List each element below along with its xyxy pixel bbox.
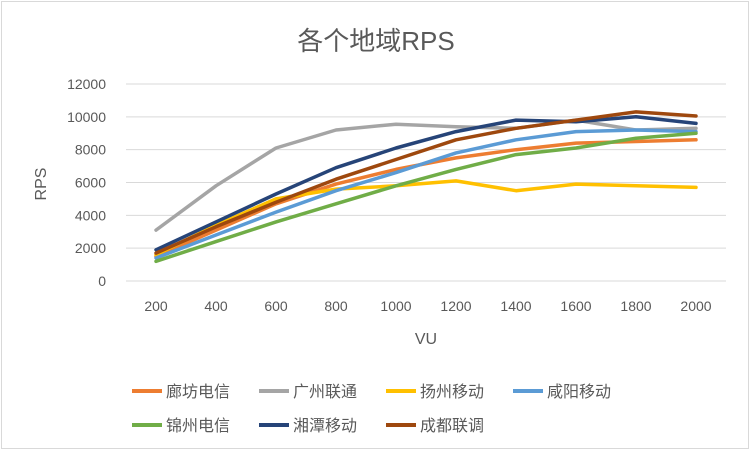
legend-item: 湘潭移动 <box>259 417 357 435</box>
series-line-2 <box>154 179 698 257</box>
y-tick-labels: 0 2000 4000 6000 8000 10000 12000 <box>67 76 106 289</box>
x-tick-labels: 200 400 600 800 1000 1200 1400 1600 1800 2000 <box>144 298 711 314</box>
legend-item: 锦州电信 <box>132 417 230 435</box>
series-lines <box>154 110 698 264</box>
x-tick-label: 600 <box>264 298 288 314</box>
legend-item: 廊坊电信 <box>132 383 230 401</box>
legend-label: 廊坊电信 <box>166 383 230 401</box>
legend-item: 广州联通 <box>259 383 357 401</box>
y-tick-label: 6000 <box>75 175 106 191</box>
series-line-5 <box>154 115 698 252</box>
x-tick-label: 200 <box>144 298 168 314</box>
x-tick-label: 1800 <box>620 298 651 314</box>
legend-item: 咸阳移动 <box>513 383 611 401</box>
x-tick-label: 2000 <box>680 298 711 314</box>
y-tick-label: 8000 <box>75 142 106 158</box>
x-axis-label: VU <box>415 331 437 348</box>
y-tick-label: 2000 <box>75 240 106 256</box>
legend-label: 广州联通 <box>293 383 357 401</box>
legend-label: 湘潭移动 <box>293 417 357 435</box>
legend-item: 扬州移动 <box>386 383 484 401</box>
y-tick-label: 10000 <box>67 109 106 125</box>
legend-label: 扬州移动 <box>420 383 484 401</box>
x-tick-label: 1600 <box>560 298 591 314</box>
y-tick-label: 12000 <box>67 76 106 92</box>
series-line-1 <box>154 118 698 232</box>
x-tick-label: 800 <box>324 298 348 314</box>
series-line-6 <box>154 110 698 255</box>
legend-label: 成都联调 <box>420 417 484 435</box>
legend-item: 成都联调 <box>386 417 484 435</box>
series-line-4 <box>154 131 698 264</box>
y-tick-label: 0 <box>98 273 106 289</box>
x-tick-label: 1400 <box>500 298 531 314</box>
legend-label: 咸阳移动 <box>547 383 611 401</box>
x-tick-label: 400 <box>204 298 228 314</box>
series-line-3 <box>154 128 698 260</box>
series-line-0 <box>154 138 698 259</box>
y-axis-label: RPS <box>33 168 50 201</box>
x-tick-label: 1200 <box>440 298 471 314</box>
x-tick-label: 1000 <box>380 298 411 314</box>
legend-label: 锦州电信 <box>166 417 230 435</box>
chart-title: 各个地域RPS <box>297 26 454 56</box>
y-tick-label: 4000 <box>75 207 106 223</box>
